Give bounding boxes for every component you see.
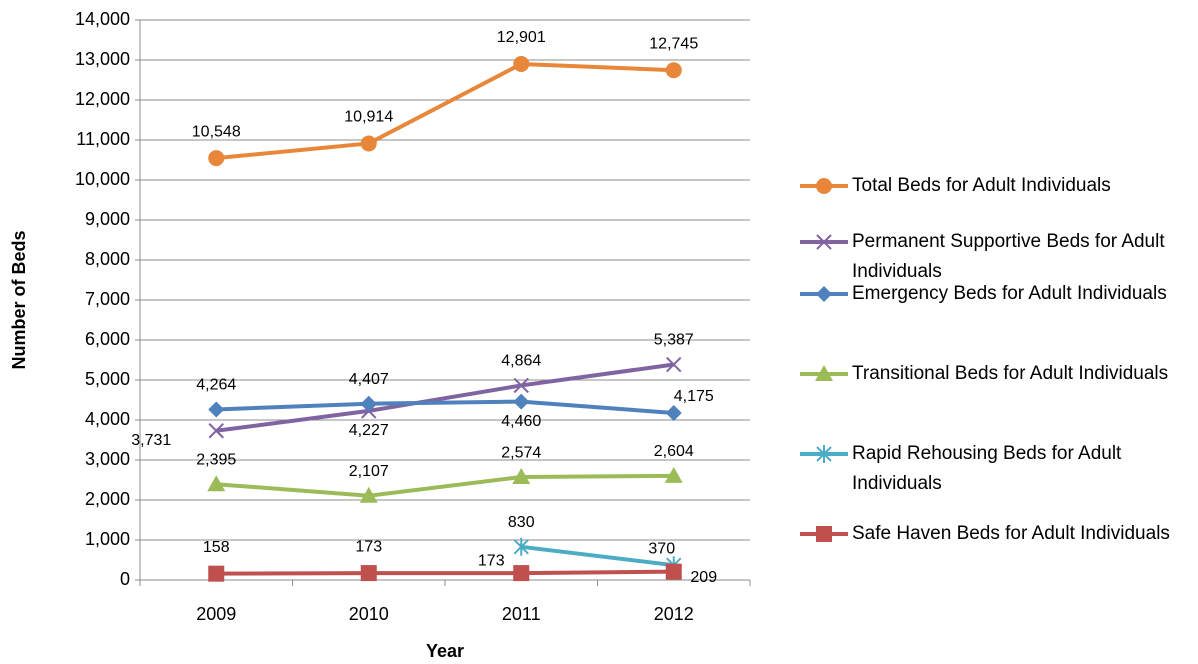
- marker: [815, 365, 833, 381]
- marker: [816, 526, 832, 542]
- data-label: 209: [690, 569, 717, 586]
- data-label: 4,460: [501, 413, 541, 430]
- data-label: 830: [508, 514, 535, 531]
- marker: [359, 486, 378, 503]
- data-label: 2,574: [501, 444, 541, 461]
- data-label: 2,604: [654, 443, 694, 460]
- series-line: [216, 61, 674, 161]
- data-label: 173: [355, 538, 382, 555]
- data-label: 12,901: [497, 29, 546, 46]
- series-line: [216, 569, 674, 576]
- legend-label: Transitional Beds for Adult Individuals: [852, 363, 1169, 384]
- data-label: 4,407: [349, 371, 389, 388]
- legend-label: Emergency Beds for Adult Individuals: [852, 283, 1167, 304]
- y-tick-label: 6,000: [85, 329, 130, 349]
- marker: [360, 565, 377, 582]
- y-tick-label: 9,000: [85, 209, 130, 229]
- data-label: 5,387: [654, 332, 694, 349]
- legend-label: Rapid Rehousing Beds for Adult Individua…: [852, 443, 1122, 494]
- marker: [666, 356, 682, 373]
- y-tick-label: 13,000: [75, 49, 130, 69]
- y-tick-label: 2,000: [85, 489, 130, 509]
- marker: [208, 423, 224, 439]
- x-axis-title: Year: [426, 641, 464, 661]
- y-tick-label: 4,000: [85, 409, 130, 429]
- data-label: 10,914: [344, 109, 393, 126]
- marker: [664, 466, 683, 483]
- data-label: 2,395: [196, 451, 236, 468]
- marker: [816, 178, 832, 194]
- y-tick-label: 1,000: [85, 529, 130, 549]
- legend-label: Permanent Supportive Beds for Adult Indi…: [852, 231, 1165, 282]
- legend-label: Safe Haven Beds for Adult Individuals: [852, 523, 1170, 544]
- marker: [208, 565, 225, 582]
- marker: [665, 62, 682, 79]
- marker: [513, 377, 529, 394]
- y-tick-label: 14,000: [75, 9, 130, 29]
- data-label: 4,264: [196, 377, 236, 394]
- y-tick-label: 10,000: [75, 169, 130, 189]
- marker: [816, 445, 832, 463]
- data-label: 173: [478, 552, 505, 569]
- marker: [513, 565, 530, 582]
- legend-label: Total Beds for Adult Individuals: [852, 175, 1111, 196]
- data-label: 4,864: [501, 353, 541, 370]
- marker: [360, 395, 377, 412]
- marker: [360, 135, 377, 152]
- y-tick-label: 7,000: [85, 289, 130, 309]
- marker: [665, 563, 682, 580]
- marker: [208, 401, 225, 418]
- data-label: 3,731: [131, 432, 171, 449]
- y-tick-label: 12,000: [75, 89, 130, 109]
- data-label: 10,548: [192, 123, 241, 140]
- data-label: 12,745: [649, 35, 698, 52]
- data-label: 370: [648, 540, 675, 557]
- x-tick-label: 2012: [654, 604, 694, 624]
- data-label: 4,227: [349, 422, 389, 439]
- y-tick-label: 5,000: [85, 369, 130, 389]
- data-label: 4,175: [674, 388, 714, 405]
- y-tick-label: 8,000: [85, 249, 130, 269]
- series-line: [521, 544, 674, 568]
- series-line: [215, 362, 675, 433]
- marker: [208, 150, 225, 167]
- marker: [513, 393, 530, 410]
- y-tick-label: 11,000: [76, 129, 130, 149]
- x-tick-label: 2011: [502, 604, 541, 624]
- series-line: [216, 399, 674, 415]
- series-line: [216, 473, 674, 498]
- x-tick-label: 2010: [349, 604, 389, 624]
- marker: [816, 286, 832, 302]
- y-axis-title: Number of Beds: [9, 230, 29, 369]
- marker: [513, 537, 529, 556]
- data-label: 158: [203, 539, 230, 556]
- marker: [513, 55, 530, 72]
- marker: [512, 468, 531, 485]
- y-tick-label: 3,000: [85, 449, 130, 469]
- marker: [207, 475, 226, 492]
- marker: [816, 234, 832, 250]
- x-tick-label: 2009: [196, 604, 236, 624]
- data-label: 2,107: [349, 463, 389, 480]
- marker: [665, 405, 682, 421]
- y-tick-label: 0: [120, 569, 130, 589]
